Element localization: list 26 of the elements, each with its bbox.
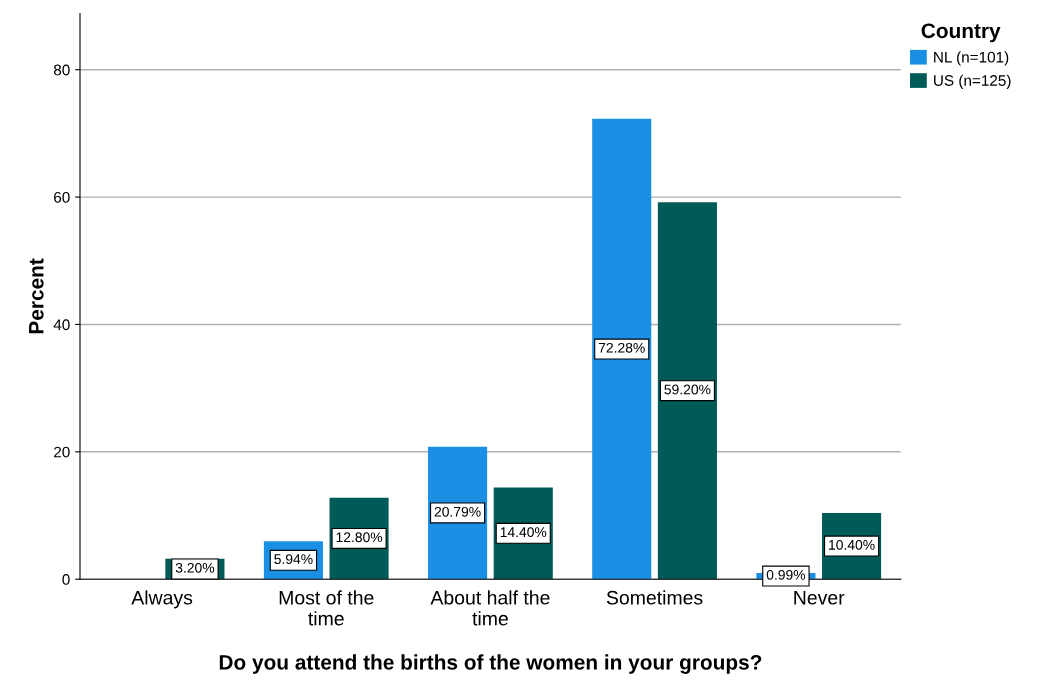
data-label: 20.79% — [434, 506, 481, 517]
bar — [657, 202, 717, 580]
x-tick-label: About half the time — [430, 590, 550, 626]
legend-label: US (n=125) — [934, 74, 1011, 89]
x-tick-label: Sometimes — [606, 590, 703, 605]
bar — [592, 118, 652, 580]
data-label: 14.40% — [500, 527, 547, 538]
y-tick-label: 40 — [53, 319, 70, 331]
y-tick-label: 60 — [54, 191, 70, 203]
data-label: 0.99% — [766, 569, 806, 580]
data-label: 12.80% — [336, 532, 383, 543]
data-label: 10.40% — [829, 539, 875, 550]
data-label: 3.20% — [175, 562, 215, 573]
data-label: 72.28% — [598, 342, 645, 353]
legend-title: Country — [921, 23, 1001, 43]
legend-label: NL (n=101) — [934, 51, 1009, 66]
y-axis-title: Percent — [29, 258, 44, 334]
data-label: 59.20% — [664, 384, 711, 395]
x-axis-title: Do you attend the births of the women in your groups? — [219, 654, 762, 674]
x-tick-label: Never — [794, 591, 845, 605]
y-tick-label: 80 — [53, 64, 70, 76]
data-label: 5.94% — [274, 554, 313, 564]
y-tick-label: 20 — [54, 446, 70, 458]
x-tick-label: Most of the time — [279, 590, 374, 626]
y-tick-label: 0 — [62, 574, 70, 585]
x-tick-label: Always — [131, 590, 193, 609]
